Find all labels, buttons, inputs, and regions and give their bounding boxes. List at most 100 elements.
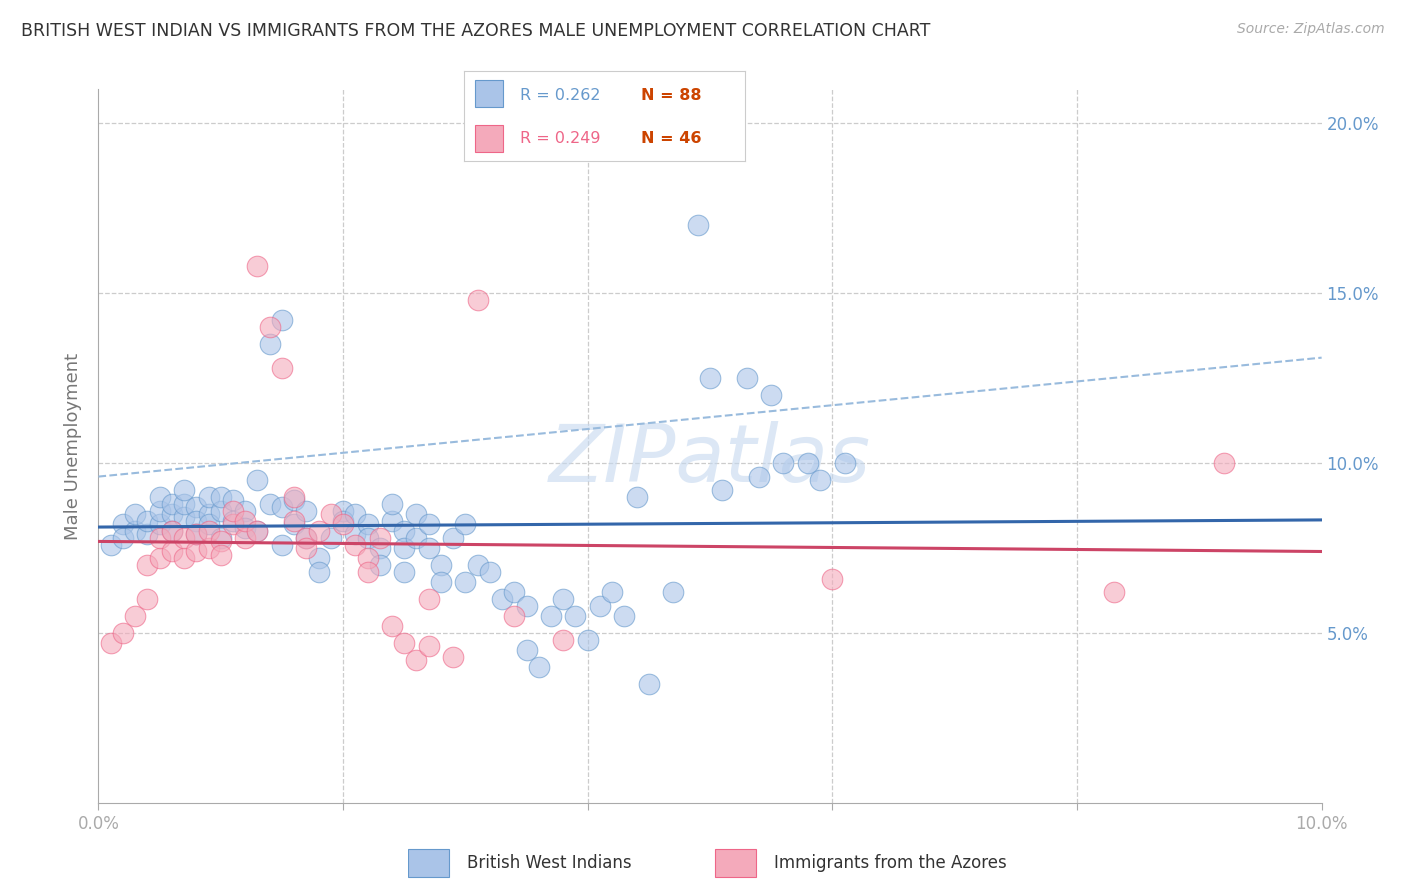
Point <box>270 500 292 515</box>
Text: R = 0.249: R = 0.249 <box>520 131 600 145</box>
Point <box>381 497 404 511</box>
Point <box>270 360 292 375</box>
Point <box>454 517 477 532</box>
Point <box>759 388 782 402</box>
Point <box>491 591 513 606</box>
Point <box>319 531 342 545</box>
Point <box>454 574 477 589</box>
Point <box>405 531 427 545</box>
Point <box>356 531 378 545</box>
Point <box>149 517 172 532</box>
Point <box>735 371 758 385</box>
Point <box>259 320 281 334</box>
Point <box>356 565 378 579</box>
Point <box>246 259 269 273</box>
FancyBboxPatch shape <box>475 125 503 152</box>
Point <box>392 565 416 579</box>
Point <box>124 608 146 623</box>
Point <box>295 531 318 545</box>
Point <box>233 531 256 545</box>
Point <box>173 483 195 498</box>
Point <box>516 599 538 613</box>
Point <box>136 527 159 541</box>
Point <box>197 490 219 504</box>
Point <box>222 493 245 508</box>
Point <box>540 608 562 623</box>
Point <box>381 514 404 528</box>
Point <box>600 585 623 599</box>
Point <box>100 636 122 650</box>
Point <box>626 490 648 504</box>
Point <box>308 551 330 566</box>
Point <box>111 531 134 545</box>
Point <box>136 558 159 572</box>
Point <box>699 371 721 385</box>
Point <box>613 608 636 623</box>
Point <box>441 531 464 545</box>
Point <box>149 531 172 545</box>
Point <box>197 517 219 532</box>
Point <box>344 527 367 541</box>
Point <box>136 591 159 606</box>
Point <box>246 524 269 538</box>
Point <box>160 524 183 538</box>
Point <box>173 551 195 566</box>
Point <box>686 218 709 232</box>
Point <box>209 548 232 562</box>
Point <box>589 599 612 613</box>
Point <box>405 507 427 521</box>
Text: N = 46: N = 46 <box>641 131 702 145</box>
Point <box>430 558 453 572</box>
Point <box>344 537 367 551</box>
Point <box>197 541 219 555</box>
Point <box>637 677 661 691</box>
Point <box>209 503 232 517</box>
Point <box>186 544 208 558</box>
Point <box>711 483 734 498</box>
Point <box>1212 456 1234 470</box>
Point <box>418 591 440 606</box>
Point <box>418 541 440 555</box>
Point <box>259 497 281 511</box>
Point <box>356 551 378 566</box>
Point <box>149 551 172 566</box>
Point <box>356 517 378 532</box>
Y-axis label: Male Unemployment: Male Unemployment <box>63 352 82 540</box>
Point <box>160 507 183 521</box>
Point <box>332 503 354 517</box>
Point <box>418 640 440 654</box>
Point <box>368 531 391 545</box>
Point <box>772 456 794 470</box>
Text: BRITISH WEST INDIAN VS IMMIGRANTS FROM THE AZORES MALE UNEMPLOYMENT CORRELATION : BRITISH WEST INDIAN VS IMMIGRANTS FROM T… <box>21 22 931 40</box>
Point <box>308 524 330 538</box>
Point <box>136 514 159 528</box>
FancyBboxPatch shape <box>714 849 756 877</box>
Point <box>197 524 219 538</box>
Point <box>418 517 440 532</box>
Point <box>160 544 183 558</box>
Point <box>368 558 391 572</box>
Point <box>197 507 219 521</box>
Point <box>283 493 305 508</box>
Point <box>111 626 134 640</box>
Point <box>111 517 134 532</box>
Point <box>308 565 330 579</box>
Point <box>478 565 501 579</box>
Point <box>246 473 269 487</box>
Text: ZIPatlas: ZIPatlas <box>548 421 872 500</box>
Point <box>124 524 146 538</box>
Point <box>124 507 146 521</box>
FancyBboxPatch shape <box>475 80 503 107</box>
Text: British West Indians: British West Indians <box>467 854 631 872</box>
Point <box>270 313 292 327</box>
Point <box>821 572 844 586</box>
Point <box>209 531 232 545</box>
Point <box>160 524 183 538</box>
Point <box>516 643 538 657</box>
Text: R = 0.262: R = 0.262 <box>520 88 600 103</box>
Point <box>283 517 305 532</box>
Point <box>173 510 195 524</box>
Point <box>222 514 245 528</box>
Point <box>332 514 354 528</box>
Point <box>259 337 281 351</box>
